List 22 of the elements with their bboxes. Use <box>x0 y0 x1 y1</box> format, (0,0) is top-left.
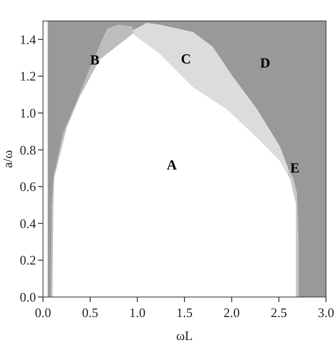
y-tick-label: 1.4 <box>20 32 36 47</box>
y-tick-label: 0.8 <box>20 142 36 158</box>
series-label: E <box>290 161 300 176</box>
x-tick-label: 3.0 <box>318 305 334 320</box>
series-label: B <box>90 54 100 69</box>
series-label: A <box>166 158 178 174</box>
x-tick-label: 0.0 <box>34 305 52 320</box>
x-tick-label: 0.5 <box>82 305 98 320</box>
x-axis-title: ωL <box>176 328 193 343</box>
y-tick-label: 1.2 <box>20 68 36 84</box>
y-tick-label: 0.0 <box>20 290 36 304</box>
band-label: D <box>260 56 270 72</box>
series-label: C <box>180 52 191 68</box>
y-axis-title: a/ω <box>0 150 15 168</box>
y-tick-label: 0.6 <box>20 179 36 194</box>
x-tick-label: 1.5 <box>176 305 193 320</box>
x-tick-label: 2.0 <box>224 305 240 320</box>
x-tick-label: 2.5 <box>270 305 287 320</box>
x-tick-label: 1.0 <box>129 305 146 320</box>
y-tick-label: 0.4 <box>20 216 36 231</box>
y-tick-label: 0.2 <box>20 252 36 268</box>
y-tick-label: 1.0 <box>20 106 36 120</box>
